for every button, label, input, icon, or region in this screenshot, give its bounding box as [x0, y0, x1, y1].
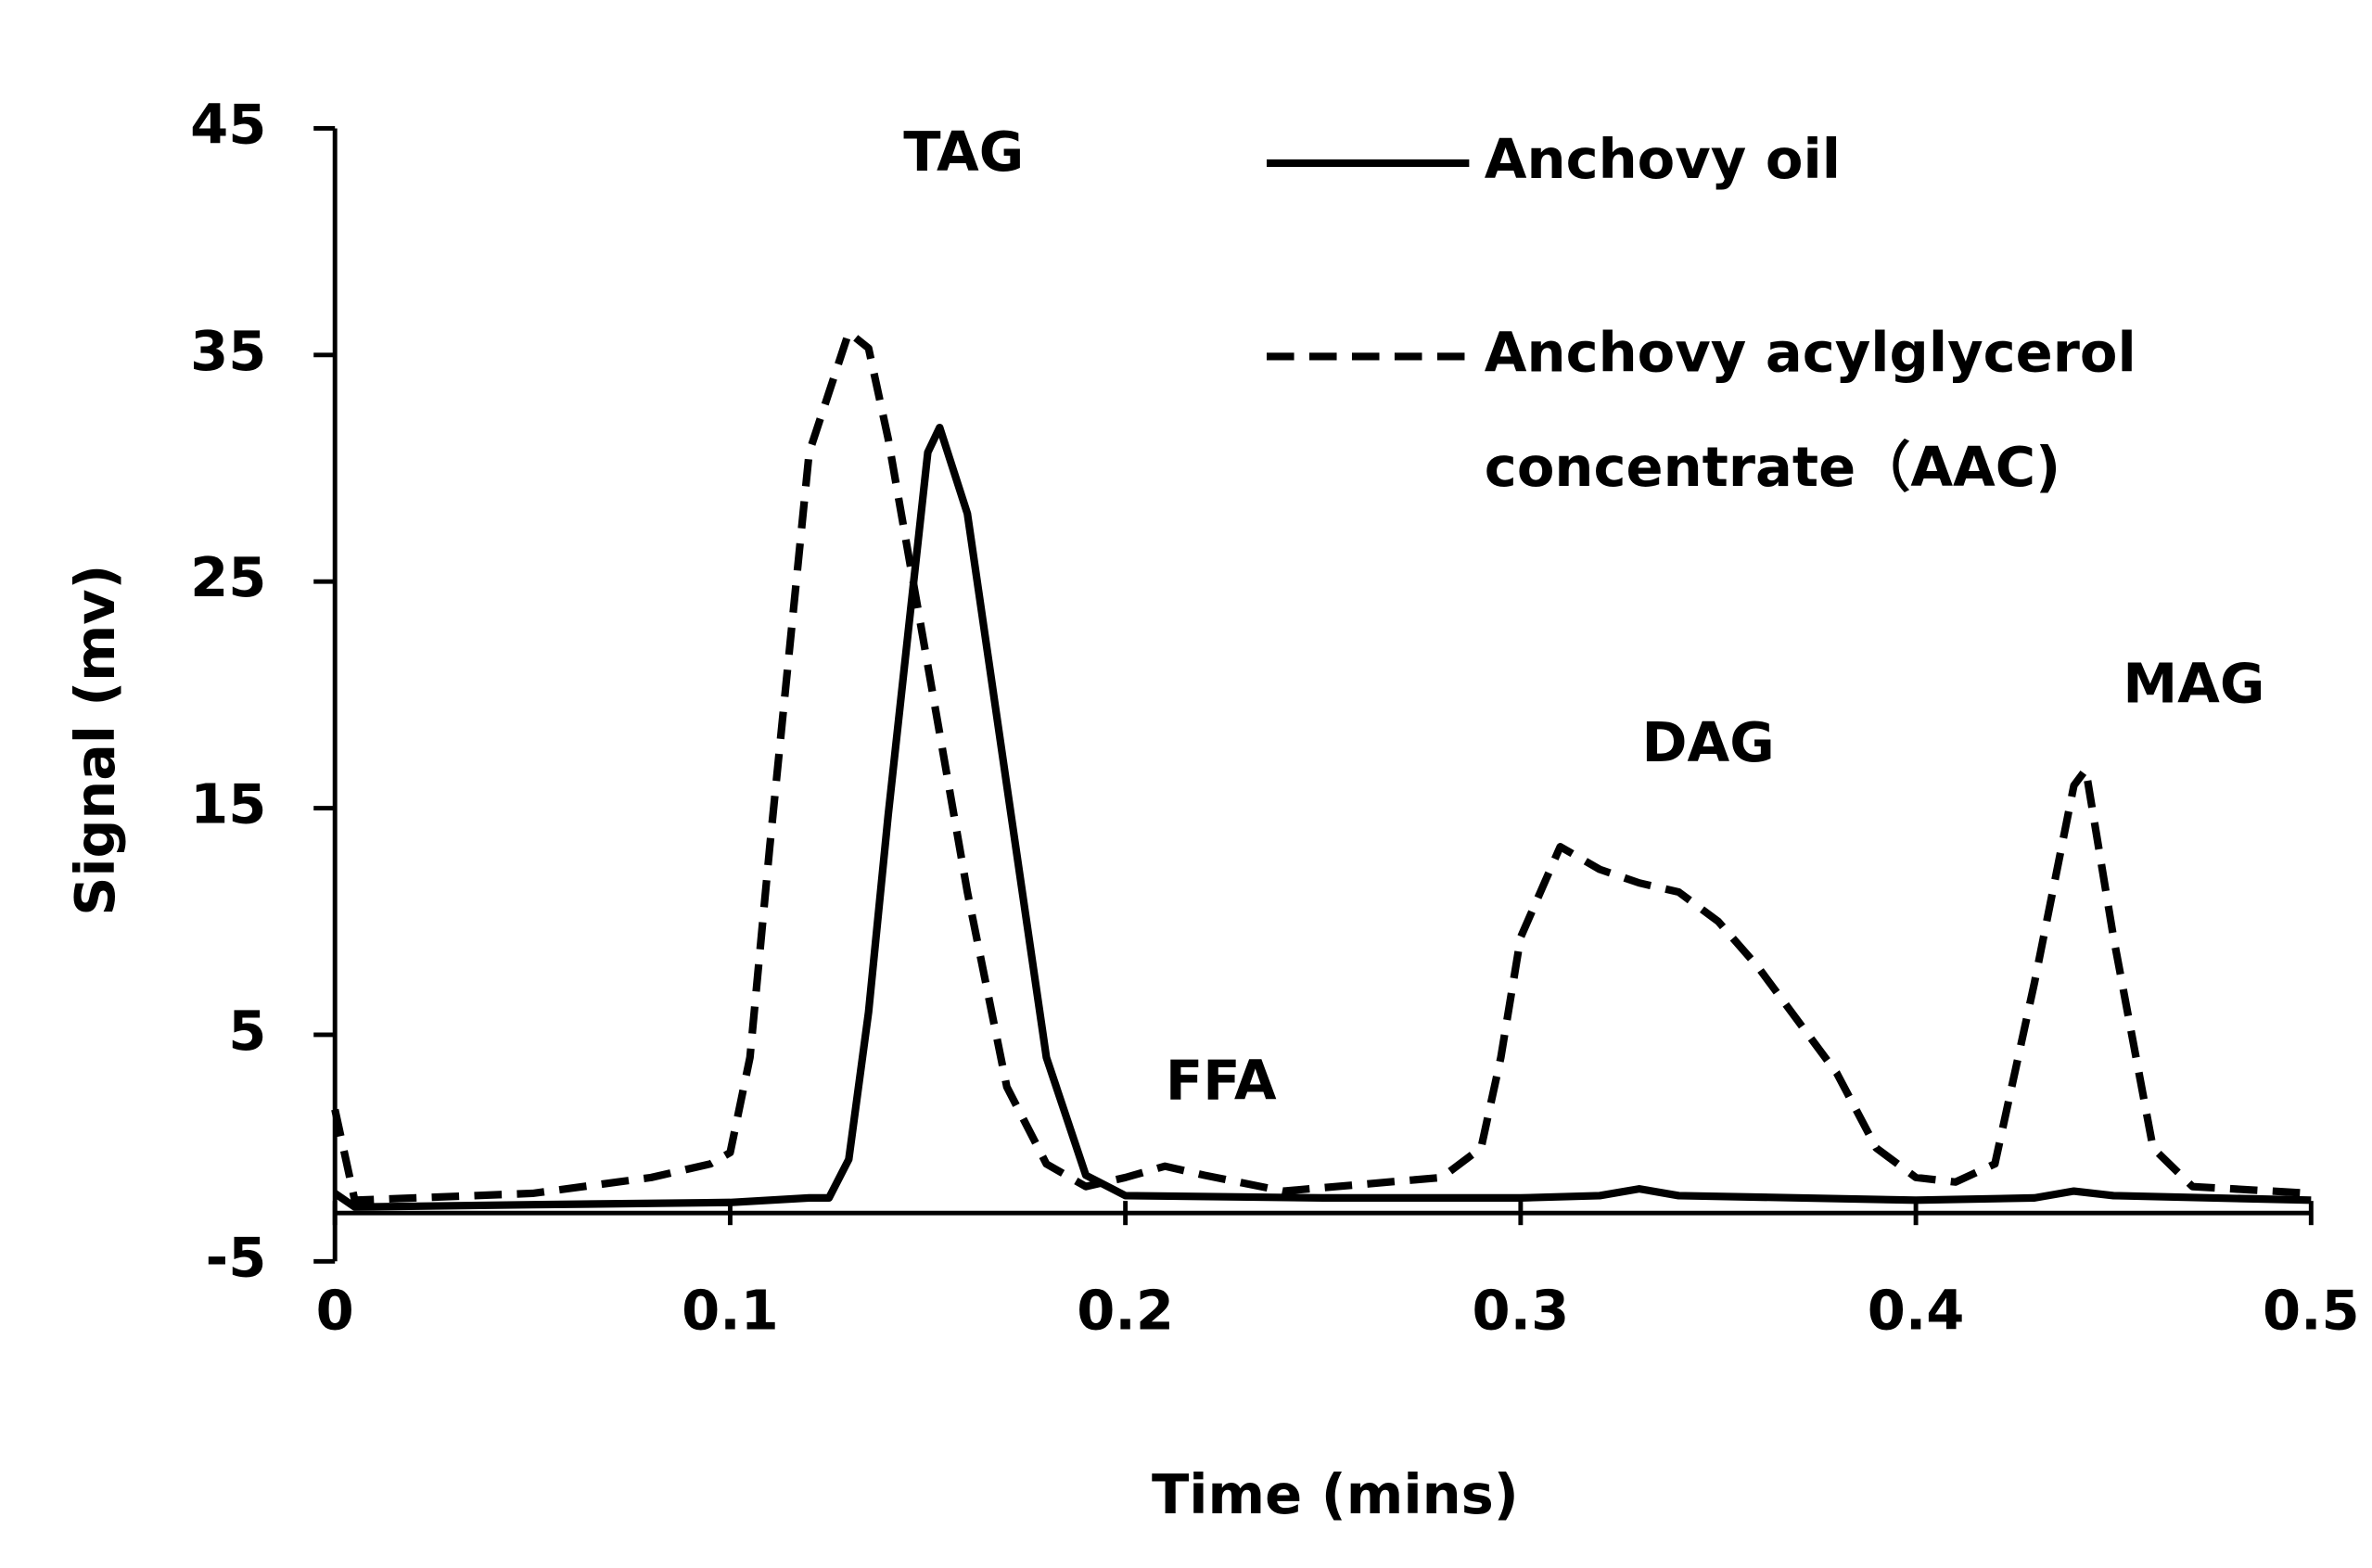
- y-tick-label: 35: [190, 319, 266, 383]
- x-tick-label: 0.5: [2263, 1279, 2360, 1343]
- y-tick-label: 45: [190, 93, 266, 157]
- x-tick-label: 0.1: [682, 1279, 779, 1343]
- y-tick-label: 5: [228, 999, 266, 1063]
- annotation: MAG: [2123, 651, 2264, 715]
- y-tick-label: 15: [190, 772, 266, 836]
- annotation: TAG: [903, 120, 1024, 184]
- legend-label: Anchovy acylglycerol concentrate（AAC): [1485, 321, 2136, 500]
- y-tick-label: -5: [206, 1226, 267, 1290]
- x-axis-label: Time (mins): [1152, 1462, 1519, 1526]
- x-tick-label: 0.4: [1868, 1279, 1965, 1343]
- series-line: [331, 328, 2312, 1205]
- y-axis-label: Signal (mv): [63, 565, 127, 916]
- y-tick-label: 25: [190, 545, 266, 609]
- series-line: [332, 423, 2312, 1211]
- annotation: FFA: [1166, 1049, 1277, 1113]
- legend-label: Anchovy oil: [1485, 127, 1841, 191]
- x-tick-label: 0.3: [1473, 1279, 1570, 1343]
- x-tick-label: 0.2: [1077, 1279, 1174, 1343]
- annotation: DAG: [1642, 710, 1775, 774]
- x-tick-label: 0: [316, 1279, 354, 1343]
